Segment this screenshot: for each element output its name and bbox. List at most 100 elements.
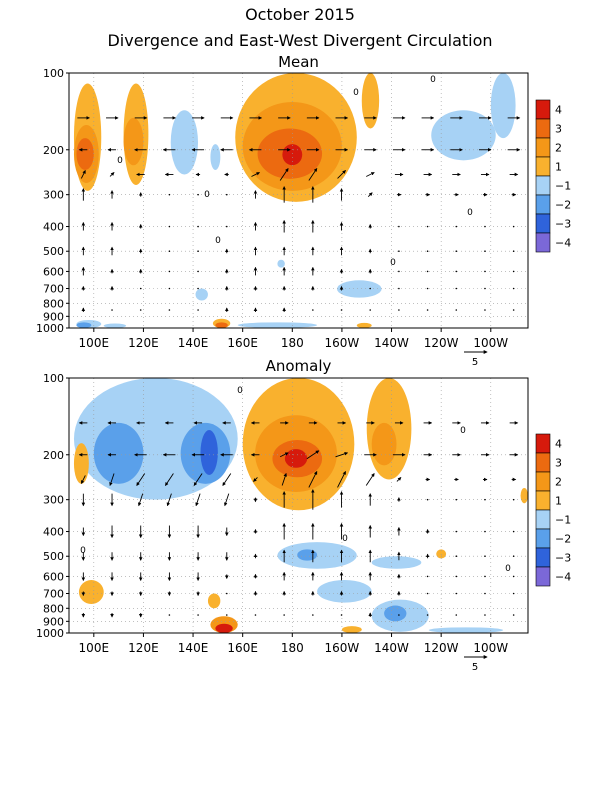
wind-vector: [484, 309, 486, 311]
reference-vector: 5: [464, 655, 488, 673]
reference-vector-label: 5: [472, 357, 478, 368]
wind-vector: [455, 250, 458, 253]
x-tick-label: 100E: [79, 641, 110, 655]
wind-vector: [512, 270, 515, 273]
divergence-region: [361, 73, 380, 129]
wind-vector: [197, 193, 199, 196]
wind-vector: [340, 309, 343, 311]
x-axis: 100E 120E 140E 160E 180 160W 140W 120W 100W: [79, 328, 508, 350]
zero-contour-labels: 0 0 0 0 0: [80, 386, 511, 574]
wind-vector: [484, 530, 486, 533]
colorbar-swatch: [535, 452, 551, 473]
divergence-region: [93, 422, 144, 484]
y-tick-label: 800: [43, 602, 64, 615]
wind-vector: [197, 225, 199, 228]
wind-vector: [251, 172, 261, 177]
wind-vector: [455, 555, 458, 558]
zero-contour-label: 0: [342, 534, 348, 544]
wind-vector: [308, 470, 318, 488]
colorbar-label: 4: [555, 438, 562, 451]
wind-vector: [139, 309, 142, 311]
y-tick-label: 200: [43, 144, 64, 157]
wind-vector: [312, 309, 314, 311]
plot-frame: [68, 72, 529, 329]
x-tick-label: 100E: [79, 336, 110, 350]
colorbar-swatch: [535, 137, 551, 158]
wind-vector: [80, 169, 86, 179]
wind-vector: [168, 287, 171, 290]
wind-vector: [109, 172, 115, 177]
wind-vector: [340, 614, 343, 616]
wind-vector: [168, 614, 171, 616]
wind-vector: [367, 192, 373, 197]
shading-layer: [73, 378, 528, 633]
y-tick-label: 100: [43, 372, 64, 385]
wind-vector: [512, 287, 515, 290]
wind-vector: [512, 309, 515, 311]
wind-vector: [337, 170, 346, 179]
wind-vector: [484, 575, 486, 578]
divergence-region: [277, 259, 285, 268]
wind-vector: [168, 250, 171, 253]
divergence-region: [284, 449, 308, 468]
x-tick-label: 140W: [374, 336, 409, 350]
panel-title: Anomaly: [266, 357, 332, 375]
wind-vector: [366, 172, 375, 177]
divergence-region: [76, 138, 94, 170]
reference-vector: 5: [464, 350, 488, 368]
wind-vector: [253, 477, 258, 482]
figure-title: October 2015: [245, 5, 355, 24]
y-tick-label: 500: [43, 245, 64, 258]
colorbar-swatch: [535, 433, 551, 454]
zero-contour-label: 0: [390, 258, 396, 268]
wind-vector: [484, 287, 486, 290]
x-tick-label: 140E: [178, 641, 209, 655]
wind-vector: [197, 287, 199, 290]
y-tick-label: 400: [43, 221, 64, 234]
divergence-region: [210, 144, 221, 170]
grid: [69, 378, 528, 633]
colorbar: 4 3 2 1 −1 −2 −3 −4: [535, 99, 571, 253]
colorbar-label: 2: [555, 142, 562, 155]
colorbar-label: 2: [555, 476, 562, 489]
divergence-region: [76, 322, 92, 328]
x-tick-label: 120W: [424, 641, 459, 655]
wind-vector: [398, 250, 400, 253]
wind-vector: [225, 614, 228, 616]
wind-vector: [484, 498, 486, 501]
wind-vector: [426, 250, 429, 253]
wind-vector: [512, 225, 515, 228]
zero-contour-label: 0: [460, 426, 466, 436]
wind-vector: [455, 225, 458, 228]
colorbar-label: 4: [555, 104, 562, 117]
y-tick-label: 500: [43, 550, 64, 563]
wind-vector: [80, 475, 86, 485]
wind-vectors: [78, 421, 519, 618]
zero-contour-label: 0: [467, 208, 473, 218]
y-tick-label: 600: [43, 265, 64, 278]
x-tick-label: 140W: [374, 641, 409, 655]
wind-vector: [426, 225, 429, 228]
wind-vector: [512, 250, 515, 253]
colorbar: 4 3 2 1 −1 −2 −3 −4: [535, 433, 571, 587]
wind-vector: [365, 472, 375, 486]
wind-vector: [168, 309, 171, 311]
colorbar-label: 3: [555, 123, 562, 136]
wind-vector: [224, 493, 230, 507]
y-tick-label: 800: [43, 297, 64, 310]
y-tick-label: 200: [43, 449, 64, 462]
wind-vector: [512, 530, 515, 533]
figure-subtitle: Divergence and East-West Divergent Circu…: [107, 31, 492, 50]
divergence-region: [123, 117, 144, 166]
wind-vector: [484, 225, 486, 228]
wind-vector: [398, 309, 400, 311]
colorbar-swatch: [535, 490, 551, 511]
wind-vector: [455, 309, 458, 311]
wind-vector: [426, 592, 429, 595]
divergence-region: [78, 580, 104, 605]
colorbar-label: 3: [555, 457, 562, 470]
wind-vector: [335, 452, 349, 458]
wind-vector: [455, 498, 458, 501]
colorbar-swatch: [535, 175, 551, 196]
